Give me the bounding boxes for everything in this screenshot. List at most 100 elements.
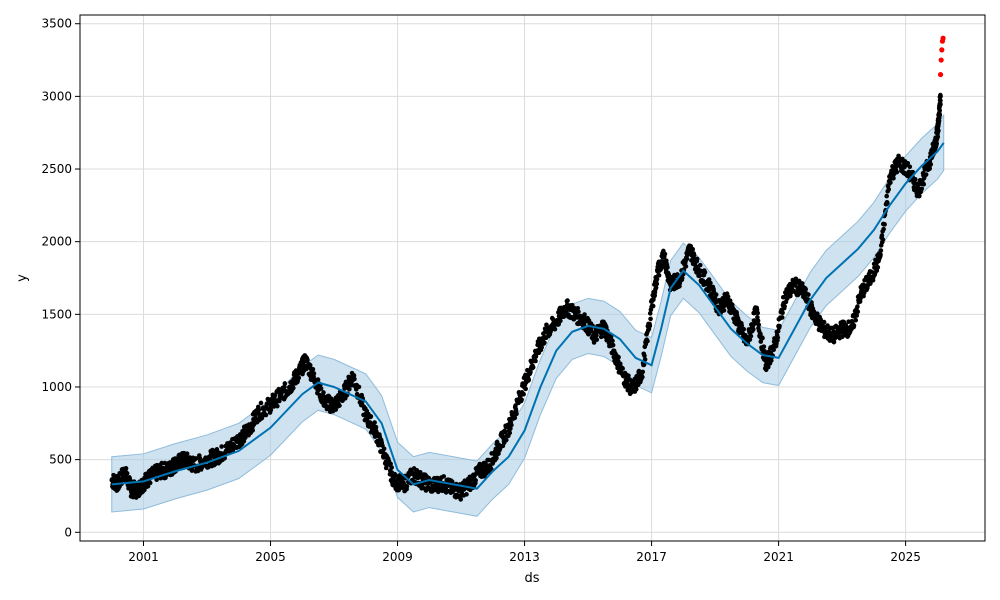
observed-point <box>654 276 660 282</box>
observed-point <box>937 112 943 117</box>
observed-point <box>311 371 317 376</box>
observed-point <box>683 264 689 269</box>
x-axis-label: ds <box>524 571 539 586</box>
y-tick-label: 3000 <box>41 89 72 103</box>
uncertainty-band <box>111 113 945 517</box>
observed-point <box>582 312 587 317</box>
observed-point <box>779 315 785 320</box>
observed-point <box>936 118 942 124</box>
observed-point <box>765 364 771 370</box>
observed-point <box>878 252 883 257</box>
observed-point <box>241 438 247 444</box>
observed-point <box>921 182 927 187</box>
observed-point <box>928 162 934 167</box>
observed-point <box>756 322 762 327</box>
observed-point <box>509 422 514 428</box>
observed-point <box>662 251 668 257</box>
observed-point <box>881 226 886 232</box>
observed-point <box>875 265 881 270</box>
observed-point <box>647 323 653 329</box>
observed-point <box>184 451 190 457</box>
observed-point <box>291 385 296 391</box>
observed-point <box>647 311 653 316</box>
observed-point <box>473 478 478 483</box>
observed-point <box>441 474 447 479</box>
observed-point <box>347 386 352 392</box>
observed-point <box>853 317 859 323</box>
observed-point <box>633 387 639 392</box>
observed-point <box>854 313 860 318</box>
observed-point <box>751 327 756 332</box>
observed-point <box>803 286 809 292</box>
observed-point <box>617 361 623 367</box>
observed-point <box>641 362 647 368</box>
observed-point <box>936 128 941 133</box>
observed-point <box>934 141 939 146</box>
observed-point <box>648 316 653 322</box>
observed-point <box>771 347 777 353</box>
observed-point <box>851 323 857 328</box>
observed-point <box>888 180 893 185</box>
observed-point <box>721 308 727 313</box>
y-tick-label: 2000 <box>41 235 72 249</box>
observed-point <box>884 193 889 199</box>
observed-point <box>504 437 509 443</box>
observed-point <box>373 424 379 430</box>
observed-point <box>193 456 199 461</box>
observed-point <box>912 177 918 182</box>
observed-point <box>417 469 423 475</box>
observed-point <box>620 366 625 371</box>
observed-point <box>690 246 696 252</box>
x-tick-label: 2025 <box>890 550 921 564</box>
observed-point <box>938 102 943 107</box>
observed-point <box>708 280 713 286</box>
outlier-point <box>939 47 945 53</box>
outlier-point <box>938 57 944 63</box>
observed-point <box>368 414 374 419</box>
observed-point <box>658 265 664 270</box>
observed-point <box>272 393 278 398</box>
observed-point <box>713 292 719 297</box>
observed-point <box>919 186 925 192</box>
observed-point <box>526 377 532 383</box>
observed-point <box>388 461 393 467</box>
outlier-points <box>937 35 946 78</box>
observed-point <box>855 309 861 315</box>
observed-point <box>645 338 650 344</box>
observed-point <box>937 108 942 113</box>
observed-point <box>268 407 274 413</box>
observed-point <box>752 321 758 326</box>
observed-point <box>310 366 316 372</box>
observed-point <box>544 322 549 328</box>
observed-point <box>552 326 558 332</box>
observed-point <box>305 357 310 363</box>
x-tick-label: 2001 <box>128 550 159 564</box>
observed-point <box>263 412 269 418</box>
y-tick-label: 500 <box>49 453 72 467</box>
observed-point <box>702 270 708 275</box>
observed-point <box>507 430 513 436</box>
observed-point <box>640 369 646 375</box>
observed-point <box>626 373 631 378</box>
observed-point <box>565 298 570 303</box>
observed-point <box>760 335 765 341</box>
observed-point <box>608 334 614 340</box>
observed-point <box>769 358 774 363</box>
observed-point <box>775 335 781 340</box>
observed-point <box>748 333 754 339</box>
observed-point <box>891 175 896 181</box>
observed-point <box>691 252 697 258</box>
observed-point <box>654 281 660 287</box>
observed-point <box>145 483 151 489</box>
observed-point <box>642 357 648 362</box>
observed-point <box>806 292 811 297</box>
observed-point <box>741 326 747 332</box>
x-tick-label: 2013 <box>509 550 540 564</box>
observed-point <box>755 310 761 316</box>
observed-point <box>878 248 884 253</box>
y-tick-label: 3500 <box>41 17 72 31</box>
observed-point <box>761 344 767 349</box>
observed-point <box>318 386 324 391</box>
observed-point <box>519 397 524 402</box>
x-tick-label: 2021 <box>763 550 794 564</box>
